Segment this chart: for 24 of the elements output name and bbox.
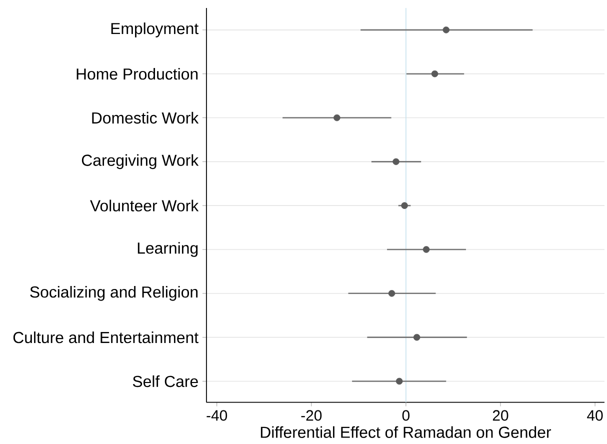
point: [431, 70, 438, 78]
point: [442, 26, 450, 34]
y-tick-label: Volunteer Work: [90, 200, 199, 212]
point: [396, 378, 403, 385]
y-tick-label: Learning: [138, 242, 198, 257]
point: [422, 246, 430, 253]
y-tick-label: Socializing and Religion: [30, 286, 198, 301]
x-tick-label: -20: [301, 410, 322, 421]
x-axis-title: Differential Effect of Ramadan on Gender: [260, 426, 552, 438]
x-tick-label: 0: [402, 410, 410, 421]
y-tick-label: Self Care: [132, 375, 198, 388]
y-tick-label: Domestic Work: [92, 112, 199, 124]
y-tick-label: Employment: [111, 22, 198, 38]
x-tick-label: 40: [587, 410, 603, 421]
y-tick-label: Caregiving Work: [82, 154, 199, 170]
point: [392, 158, 400, 165]
x-tick-label: 20: [492, 410, 508, 421]
point: [388, 290, 396, 297]
x-tick-label: -40: [206, 410, 228, 421]
point: [334, 114, 340, 122]
y-tick-label: Home Production: [76, 68, 198, 80]
y-tick-label: Culture and Entertainment: [13, 331, 198, 344]
point: [401, 202, 408, 209]
point: [413, 334, 420, 341]
